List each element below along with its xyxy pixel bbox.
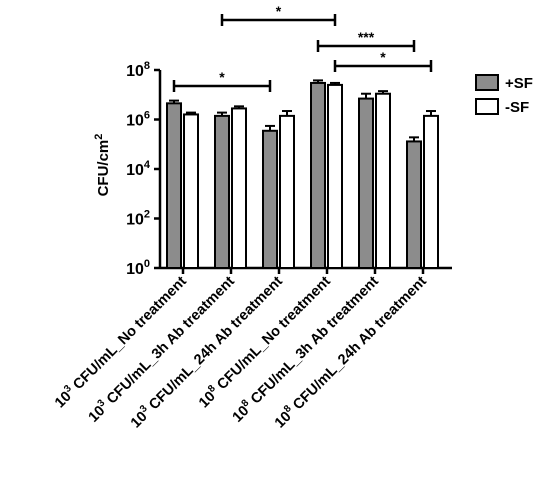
bar: [327, 83, 343, 269]
bar: [358, 97, 374, 270]
bar: [166, 102, 182, 269]
significance-label: ***: [358, 29, 375, 45]
bar: [406, 140, 422, 269]
y-tick-label: 106: [126, 110, 150, 130]
legend-swatch: [475, 98, 499, 115]
legend: +SF -SF: [475, 74, 533, 116]
bar: [279, 114, 295, 269]
bar: [262, 129, 278, 269]
significance-brackets: ******: [172, 3, 433, 92]
error-bars: [169, 79, 436, 142]
significance-label: *: [380, 49, 386, 65]
y-tick-label: 108: [126, 60, 150, 80]
bar: [375, 92, 391, 270]
legend-swatch: [475, 74, 499, 91]
y-tick-label: 100: [126, 258, 150, 278]
legend-label: -SF: [505, 99, 529, 116]
y-tick-labels: 100 102 104 106 108: [126, 60, 151, 278]
bars: [166, 81, 439, 270]
legend-label: +SF: [505, 75, 533, 92]
y-tick-label: 104: [126, 159, 151, 179]
bar: [183, 113, 199, 269]
y-axis-label: CFU/cm2: [93, 134, 112, 197]
bar: [310, 81, 326, 269]
bar: [423, 114, 439, 269]
bar: [231, 107, 247, 269]
bar: [214, 114, 230, 269]
significance-label: *: [276, 3, 282, 19]
significance-label: *: [219, 69, 225, 85]
y-tick-label: 102: [126, 209, 150, 229]
